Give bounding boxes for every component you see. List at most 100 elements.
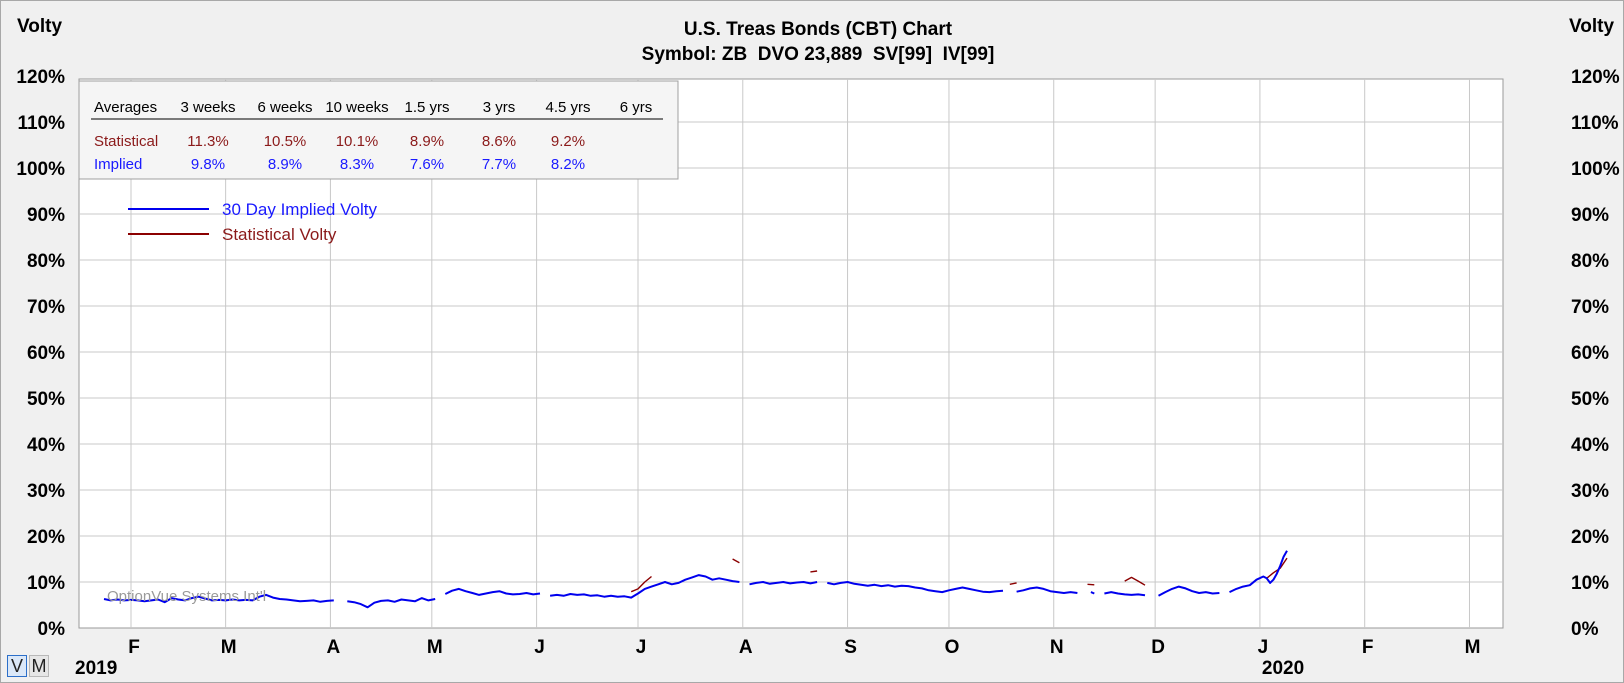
y-axis-label-right: Volty <box>1569 16 1614 37</box>
y-tick-label-left: 30% <box>27 481 65 502</box>
averages-value-cell: 7.6% <box>410 156 444 173</box>
x-month-label: J <box>636 637 647 658</box>
y-axis-label-left: Volty <box>17 16 62 37</box>
averages-header-cell: 3 weeks <box>180 99 235 116</box>
averages-value-cell: 8.6% <box>482 133 516 150</box>
market-view-button[interactable]: M <box>29 655 49 677</box>
y-tick-label-left: 50% <box>27 389 65 410</box>
series-line-implied <box>1158 585 1220 597</box>
series-line-implied <box>103 593 334 604</box>
x-month-label: M <box>1465 637 1481 658</box>
x-year-label: 2019 <box>75 658 117 679</box>
y-tick-label-left: 20% <box>27 527 65 548</box>
series-line-statistical <box>1009 582 1017 585</box>
y-tick-label-right: 120% <box>1571 67 1620 88</box>
y-tick-label-right: 40% <box>1571 435 1609 456</box>
watermark-text: OptionVue Systems Int'l <box>107 588 266 605</box>
y-tick-label-right: 60% <box>1571 343 1609 364</box>
averages-header-cell: 6 weeks <box>257 99 312 116</box>
y-tick-label-right: 20% <box>1571 527 1609 548</box>
series-line-statistical <box>810 570 818 573</box>
series-line-statistical <box>1124 576 1146 586</box>
series-line-statistical <box>1087 583 1095 586</box>
x-month-label: J <box>534 637 545 658</box>
legend: 30 Day Implied Volty Statistical Volty <box>128 200 377 244</box>
averages-header-cell: Averages <box>94 99 157 116</box>
y-tick-label-left: 60% <box>27 343 65 364</box>
series-line-implied <box>347 597 436 609</box>
y-tick-label-left: 40% <box>27 435 65 456</box>
averages-value-cell: 8.2% <box>551 156 585 173</box>
chart-subtitle: Symbol: ZB DVO 23,889 SV[99] IV[99] <box>642 44 995 65</box>
averages-header-cell: 6 yrs <box>620 99 653 116</box>
averages-value-cell: 7.7% <box>482 156 516 173</box>
x-month-label: F <box>128 637 140 658</box>
x-month-label: F <box>1362 637 1374 658</box>
x-month-label: S <box>844 637 857 658</box>
averages-table: Averages 3 weeks 6 weeks 10 weeks 1.5 yrs 3 y… <box>78 80 679 180</box>
series-line-implied <box>1090 591 1095 595</box>
series-line-implied <box>549 574 740 599</box>
x-month-label: N <box>1050 637 1064 658</box>
series-line-implied <box>444 587 541 596</box>
y-tick-label-right: 50% <box>1571 389 1609 410</box>
y-tick-label-right: 30% <box>1571 481 1609 502</box>
series-line-statistical <box>630 575 652 593</box>
averages-value-cell: 8.9% <box>410 133 444 150</box>
averages-table-box <box>78 80 679 180</box>
y-tick-label-right: 10% <box>1571 573 1609 594</box>
legend-label-implied: 30 Day Implied Volty <box>222 200 377 219</box>
averages-value-cell: 9.2% <box>551 133 585 150</box>
legend-label-statistical: Statistical Volty <box>222 225 337 244</box>
series-line-implied <box>1016 586 1078 594</box>
y-tick-label-right: 0% <box>1571 619 1599 640</box>
averages-header-cell: 10 weeks <box>325 99 388 116</box>
x-month-label: A <box>739 637 753 658</box>
averages-value-cell: 10.1% <box>336 133 379 150</box>
y-tick-label-left: 90% <box>27 205 65 226</box>
averages-value-cell: 8.9% <box>268 156 302 173</box>
y-tick-label-left: 10% <box>27 573 65 594</box>
y-tick-label-left: 0% <box>38 619 66 640</box>
averages-value-cell: 10.5% <box>264 133 307 150</box>
y-tick-label-left: 120% <box>16 67 65 88</box>
x-month-label: J <box>1258 637 1269 658</box>
chart-title: U.S. Treas Bonds (CBT) Chart <box>684 19 953 40</box>
x-month-label: D <box>1151 637 1165 658</box>
y-ticks-left: 0% 10% 20% 30% 40% 50% 60% 70% 80% 90% 100% 110% 120… <box>16 67 65 640</box>
y-tick-label-left: 100% <box>16 159 65 180</box>
x-month-label: O <box>945 637 960 658</box>
x-year-label: 2020 <box>1262 658 1304 679</box>
averages-value-cell: 8.3% <box>340 156 374 173</box>
series-line-statistical <box>732 558 740 564</box>
x-month-label: A <box>327 637 341 658</box>
y-tick-label-left: 80% <box>27 251 65 272</box>
series-line-implied <box>1104 591 1146 597</box>
y-tick-label-right: 90% <box>1571 205 1609 226</box>
x-month-label: M <box>427 637 443 658</box>
y-tick-label-right: 80% <box>1571 251 1609 272</box>
averages-row-label: Implied <box>94 156 142 173</box>
y-tick-label-right: 70% <box>1571 297 1609 318</box>
averages-value-cell: 9.8% <box>191 156 225 173</box>
averages-value-cell: 11.3% <box>187 133 228 150</box>
series-line-implied <box>749 581 818 586</box>
averages-header-cell: 4.5 yrs <box>545 99 590 116</box>
averages-header-cell: 3 yrs <box>483 99 516 116</box>
y-tick-label-left: 110% <box>17 113 65 134</box>
y-tick-label-right: 100% <box>1571 159 1620 180</box>
series-layer <box>103 550 1288 609</box>
averages-header-cell: 1.5 yrs <box>404 99 449 116</box>
x-year-labels: 2019 2020 <box>75 658 1304 679</box>
mode-buttons: V M <box>7 655 49 677</box>
series-line-implied <box>827 581 1004 594</box>
series-line-implied <box>1229 550 1288 594</box>
x-month-label: M <box>221 637 237 658</box>
y-ticks-right: 0% 10% 20% 30% 40% 50% 60% 70% 80% 90% 100% 110% 120… <box>1571 67 1620 640</box>
series-line-statistical <box>1266 557 1288 579</box>
volatility-view-button[interactable]: V <box>7 655 27 677</box>
y-tick-label-left: 70% <box>27 297 65 318</box>
averages-row-label: Statistical <box>94 133 158 150</box>
